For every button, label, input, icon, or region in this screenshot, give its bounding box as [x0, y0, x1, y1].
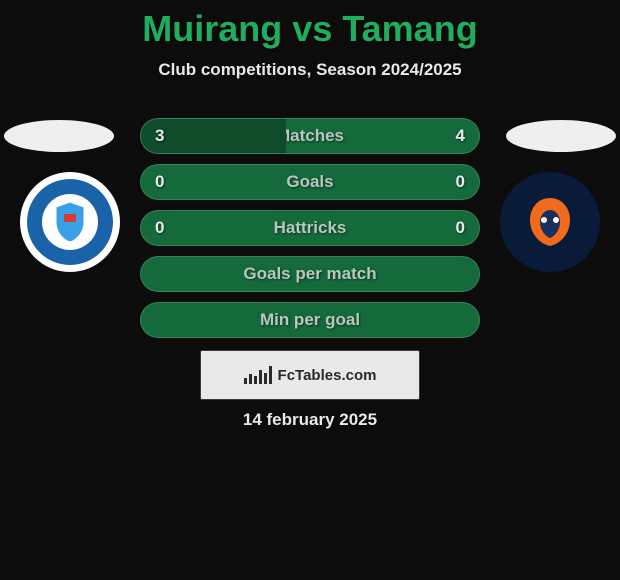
stat-left-value: 3: [155, 126, 164, 146]
subtitle: Club competitions, Season 2024/2025: [0, 60, 620, 80]
stat-left-value: 0: [155, 172, 164, 192]
stat-left-value: 0: [155, 218, 164, 238]
stat-label: Goals: [141, 172, 479, 192]
stat-right-value: 0: [456, 172, 465, 192]
stat-row: Min per goal: [140, 302, 480, 338]
left-country-flag: [4, 120, 114, 152]
left-badge-shield-icon: [52, 200, 88, 244]
right-club-badge: [500, 172, 600, 272]
stat-row: Goals per match: [140, 256, 480, 292]
watermark-bars-icon: [244, 366, 272, 384]
watermark-box: FcTables.com: [200, 350, 420, 400]
stat-label: Min per goal: [141, 310, 479, 330]
stat-right-value: 4: [456, 126, 465, 146]
stat-row: 0Hattricks0: [140, 210, 480, 246]
stat-right-value: 0: [456, 218, 465, 238]
stat-label: Goals per match: [141, 264, 479, 284]
stats-column: 3Matches40Goals00Hattricks0Goals per mat…: [140, 118, 480, 348]
page-title: Muirang vs Tamang: [0, 0, 620, 50]
stat-row: 0Goals0: [140, 164, 480, 200]
right-country-flag: [506, 120, 616, 152]
stat-label: Hattricks: [141, 218, 479, 238]
stat-row: 3Matches4: [140, 118, 480, 154]
date-line: 14 february 2025: [0, 410, 620, 430]
right-badge-mascot-icon: [518, 190, 582, 254]
watermark-text: FcTables.com: [278, 367, 377, 384]
comparison-card: Muirang vs Tamang Club competitions, Sea…: [0, 0, 620, 580]
left-club-badge: [20, 172, 120, 272]
